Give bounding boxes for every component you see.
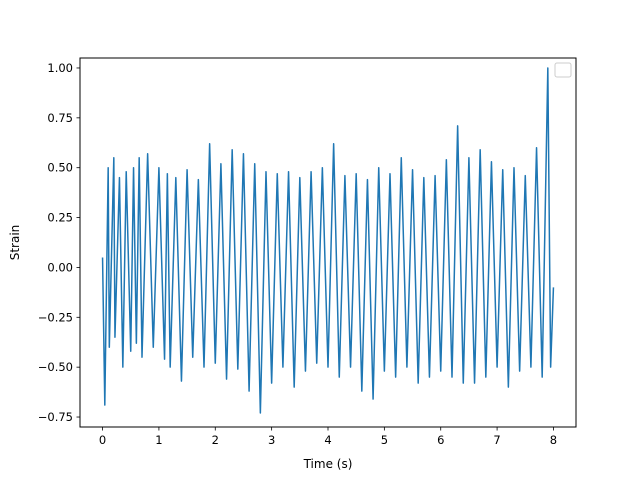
y-tick-label: 0.50 [47, 161, 73, 175]
y-tick-label: −0.25 [38, 310, 73, 324]
y-tick-label: 0.75 [47, 111, 73, 125]
x-tick-label: 7 [493, 433, 500, 447]
x-tick-label: 8 [550, 433, 557, 447]
y-tick-label: −0.50 [38, 360, 73, 374]
y-tick-label: 1.00 [47, 61, 73, 75]
y-tick-label: 0.00 [47, 260, 73, 274]
x-axis-ticks: 0 1 2 3 4 5 6 7 8 [99, 427, 557, 447]
x-tick-label: 1 [155, 433, 162, 447]
x-tick-label: 3 [268, 433, 275, 447]
series-line [101, 67, 555, 414]
y-tick-label: 0.25 [47, 211, 73, 225]
x-tick-label: 2 [212, 433, 219, 447]
y-axis-ticks: −0.75 −0.50 −0.25 0.00 0.25 0.50 0.75 1.00 [38, 61, 80, 424]
y-tick-label: −0.75 [38, 410, 73, 424]
x-tick-label: 4 [324, 433, 331, 447]
x-tick-label: 5 [381, 433, 388, 447]
x-tick-label: 6 [437, 433, 444, 447]
series-layer [101, 67, 555, 414]
x-axis-label: Time (s) [303, 457, 353, 471]
y-axis-label: Strain [8, 225, 22, 261]
legend-box [554, 62, 572, 78]
x-tick-label: 0 [99, 433, 106, 447]
